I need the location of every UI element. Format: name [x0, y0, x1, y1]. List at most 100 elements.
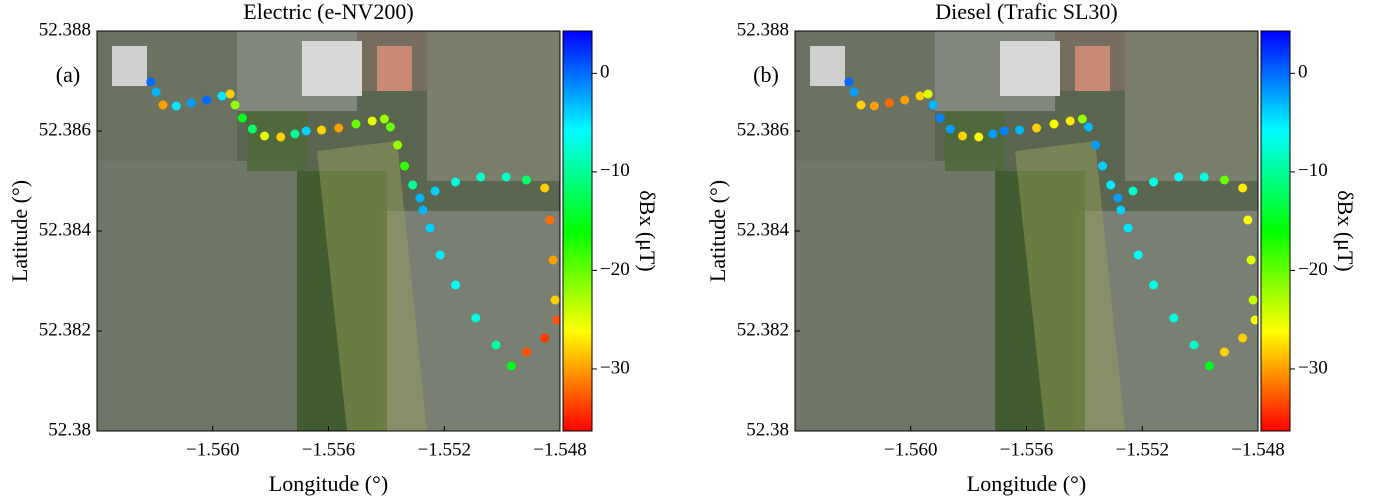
track-point	[202, 96, 211, 105]
track-point	[1247, 256, 1256, 265]
map-building	[810, 46, 845, 86]
track-point	[426, 224, 435, 233]
track-point	[451, 281, 460, 290]
track-point	[393, 141, 402, 150]
map	[795, 31, 1260, 431]
track-point	[1124, 224, 1133, 233]
track-point	[1200, 173, 1209, 182]
track-point	[946, 125, 955, 134]
track-point	[248, 125, 257, 134]
track-point	[1134, 251, 1143, 260]
track-point	[418, 206, 427, 215]
track-point	[476, 173, 485, 182]
track-point	[540, 334, 549, 343]
track-point	[1000, 127, 1009, 136]
track-point	[408, 181, 417, 190]
y-axis-label: Latitude (°)	[705, 180, 730, 282]
panel: −1.560−1.556−1.552−1.54852.3852.38252.38…	[7, 0, 660, 496]
title: Electric (e-NV200)	[243, 0, 413, 24]
track-point	[958, 132, 967, 141]
colorbar-label: δBx (μT)	[635, 190, 660, 271]
track-point	[1249, 296, 1258, 305]
map-patch	[1125, 31, 1258, 181]
track-point	[1066, 117, 1075, 126]
colorbar	[1261, 31, 1290, 431]
y-tick-label: 52.38	[48, 419, 91, 440]
y-tick-label: 52.382	[737, 319, 789, 340]
x-axis-label: Longitude (°)	[269, 471, 388, 496]
track-point	[916, 92, 925, 101]
colorbar-tick-label: 0	[600, 62, 610, 83]
track-point	[260, 132, 269, 141]
colorbar-tick-label: −20	[1298, 259, 1328, 280]
track-point	[1174, 173, 1183, 182]
track-point	[238, 114, 247, 123]
track-point	[1084, 123, 1093, 132]
track-point	[929, 101, 938, 110]
y-tick-label: 52.386	[39, 119, 91, 140]
y-tick-label: 52.384	[737, 219, 790, 240]
y-tick-label: 52.386	[737, 119, 789, 140]
y-axis-label: Latitude (°)	[7, 180, 32, 282]
y-tick-label: 52.388	[737, 19, 789, 40]
track-point	[1015, 126, 1024, 135]
track-point	[1098, 162, 1107, 171]
track-point	[1149, 281, 1158, 290]
track-point	[451, 178, 460, 187]
map-building	[1000, 41, 1060, 96]
track-point	[290, 130, 299, 139]
colorbar-tick-label: −30	[1298, 357, 1328, 378]
colorbar-tick-label: −10	[600, 160, 630, 181]
map-building	[112, 46, 147, 86]
map-building	[302, 41, 362, 96]
track-point	[856, 101, 865, 110]
track-point	[870, 102, 879, 111]
x-tick-label: −1.560	[884, 439, 937, 460]
track-point	[430, 187, 439, 196]
map-patch	[945, 111, 1005, 171]
track-point	[152, 88, 161, 97]
x-axis-label: Longitude (°)	[967, 471, 1086, 496]
track-point	[924, 90, 933, 99]
track-point	[1220, 348, 1229, 357]
x-tick-label: −1.560	[186, 439, 239, 460]
track-point	[302, 127, 311, 136]
track-point	[936, 114, 945, 123]
track-point	[400, 162, 409, 171]
colorbar	[563, 31, 592, 431]
panel-label: (a)	[56, 62, 80, 87]
track-point	[492, 341, 501, 350]
figure: −1.560−1.556−1.552−1.54852.3852.38252.38…	[0, 0, 1388, 504]
track-point	[146, 78, 155, 87]
track-point	[218, 92, 227, 101]
track-point	[1049, 120, 1058, 129]
track-point	[276, 133, 285, 142]
track-point	[545, 216, 554, 225]
track-point	[1190, 341, 1199, 350]
track-point	[1220, 176, 1229, 185]
y-tick-label: 52.388	[39, 19, 91, 40]
track-point	[522, 348, 531, 357]
track-point	[1106, 181, 1115, 190]
track-point	[471, 314, 480, 323]
track-point	[1149, 178, 1158, 187]
track-point	[1243, 216, 1252, 225]
map-patch	[247, 111, 307, 171]
map-roof	[377, 46, 412, 91]
track-point	[351, 120, 360, 129]
track-point	[549, 256, 558, 265]
map-patch	[97, 161, 297, 431]
track-point	[1238, 184, 1247, 193]
track-point	[1238, 334, 1247, 343]
colorbar-tick-label: −20	[600, 259, 630, 280]
track-point	[844, 78, 853, 87]
track-point	[900, 96, 909, 105]
track-point	[231, 101, 240, 110]
track-point	[885, 99, 894, 108]
track-point	[1078, 115, 1087, 124]
y-tick-label: 52.382	[39, 319, 91, 340]
track-point	[1205, 362, 1214, 371]
track-point	[1113, 194, 1122, 203]
colorbar-label: δBx (μT)	[1333, 190, 1358, 271]
map-roof	[1075, 46, 1110, 91]
